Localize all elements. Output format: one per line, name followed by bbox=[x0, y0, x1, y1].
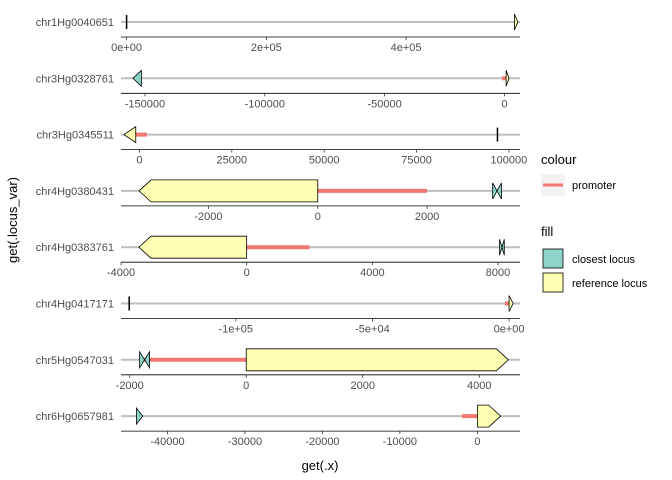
x-tick-label: 0 bbox=[501, 98, 507, 110]
row-label: chr4Hg0383761 bbox=[36, 242, 114, 254]
x-tick-label: 0 bbox=[244, 267, 250, 279]
panel-chr1Hg0040651: chr1Hg0040651 0e+00 2e+05 4e+05 bbox=[36, 13, 520, 54]
panel-chr3Hg0345511: chr3Hg0345511 0 25000 50000 75000 100000 bbox=[37, 125, 528, 167]
x-tick-label: 4000 bbox=[467, 380, 491, 392]
closest-locus-arrow bbox=[144, 350, 150, 370]
legend-closest-label: closest locus bbox=[572, 254, 635, 266]
legend: colour promoter fill closest locus refer… bbox=[541, 152, 648, 293]
x-tick-label: -50000 bbox=[367, 98, 401, 110]
panel-chr3Hg0328761: chr3Hg0328761 -150000 -100000 -50000 0 bbox=[36, 69, 520, 110]
x-tick-label: 0e+00 bbox=[111, 42, 142, 54]
panel-chr5Hg0547031: chr5Hg0547031 -2000 0 2000 4000 bbox=[36, 348, 520, 392]
reference-locus-arrow bbox=[505, 70, 510, 87]
x-tick-label: 50000 bbox=[309, 155, 340, 167]
x-tick-label: 0 bbox=[474, 436, 480, 448]
panel-chr4Hg0417171: chr4Hg0417171 -1e+05 -5e+04 0e+00 bbox=[36, 295, 525, 336]
closest-locus-arrow bbox=[501, 239, 505, 256]
x-tick-label: 4000 bbox=[360, 267, 384, 279]
x-tick-label: -150000 bbox=[125, 98, 165, 110]
x-axis-title: get(.x) bbox=[302, 458, 339, 473]
closest-locus-arrow bbox=[132, 69, 142, 88]
x-tick-label: 4e+05 bbox=[391, 42, 422, 54]
x-tick-label: 0e+00 bbox=[494, 324, 525, 336]
legend-promoter-label: promoter bbox=[572, 180, 616, 192]
x-tick-label: -4000 bbox=[107, 267, 135, 279]
legend-colour-title: colour bbox=[541, 152, 577, 167]
reference-locus-arrow bbox=[476, 404, 502, 428]
x-tick-label: -1e+05 bbox=[218, 324, 253, 336]
x-tick-label: -40000 bbox=[150, 436, 184, 448]
row-label: chr5Hg0547031 bbox=[36, 355, 114, 367]
x-tick-label: 2000 bbox=[350, 380, 374, 392]
x-tick-label: 2000 bbox=[415, 211, 439, 223]
reference-locus-arrow bbox=[138, 235, 248, 259]
reference-locus-arrow bbox=[514, 13, 519, 31]
x-tick-label: -2000 bbox=[116, 380, 144, 392]
x-tick-label: 0 bbox=[136, 155, 142, 167]
reference-locus-arrow bbox=[245, 348, 509, 372]
panels-group: chr1Hg0040651 0e+00 2e+05 4e+05 chr3Hg032876… bbox=[36, 13, 528, 448]
x-tick-label: 8000 bbox=[486, 267, 510, 279]
x-tick-label: 75000 bbox=[401, 155, 432, 167]
x-tick-label: -5e+04 bbox=[355, 324, 390, 336]
reference-locus-arrow bbox=[508, 295, 514, 312]
closest-locus-arrow bbox=[492, 182, 498, 200]
x-tick-label: 0 bbox=[243, 380, 249, 392]
row-label: chr3Hg0345511 bbox=[37, 130, 114, 142]
row-label: chr6Hg0657981 bbox=[36, 411, 114, 423]
row-label: chr3Hg0328761 bbox=[36, 73, 114, 85]
closest-locus-arrow bbox=[136, 406, 144, 426]
legend-closest-swatch bbox=[542, 248, 564, 269]
closest-locus-arrow bbox=[496, 182, 502, 200]
panel-chr4Hg0380431: chr4Hg0380431 -2000 0 2000 bbox=[36, 179, 520, 223]
x-tick-label: -2000 bbox=[194, 211, 222, 223]
x-tick-label: -30000 bbox=[228, 436, 262, 448]
closest-locus-arrow bbox=[139, 350, 146, 370]
row-label: chr1Hg0040651 bbox=[36, 17, 114, 29]
x-tick-label: -20000 bbox=[305, 436, 339, 448]
legend-reference-label: reference locus bbox=[572, 278, 648, 290]
legend-reference-swatch bbox=[542, 272, 564, 293]
reference-locus-arrow bbox=[123, 125, 137, 144]
y-axis-title: get(.locus_var) bbox=[5, 177, 20, 263]
x-tick-label: -100000 bbox=[245, 98, 285, 110]
x-tick-label: -10000 bbox=[383, 436, 417, 448]
x-tick-label: 2e+05 bbox=[251, 42, 282, 54]
closest-locus-arrow bbox=[499, 239, 503, 256]
legend-fill-title: fill bbox=[541, 224, 553, 239]
panel-chr6Hg0657981: chr6Hg0657981 -40000 -30000 -20000 -10000 0 bbox=[36, 404, 520, 448]
x-tick-label: 0 bbox=[315, 211, 321, 223]
x-tick-label: 25000 bbox=[217, 155, 248, 167]
row-label: chr4Hg0417171 bbox=[36, 299, 114, 311]
row-label: chr4Hg0380431 bbox=[36, 186, 114, 198]
x-tick-label: 100000 bbox=[491, 155, 528, 167]
panel-chr4Hg0383761: chr4Hg0383761 -4000 0 4000 8000 bbox=[36, 235, 520, 279]
reference-locus-arrow bbox=[138, 179, 319, 203]
